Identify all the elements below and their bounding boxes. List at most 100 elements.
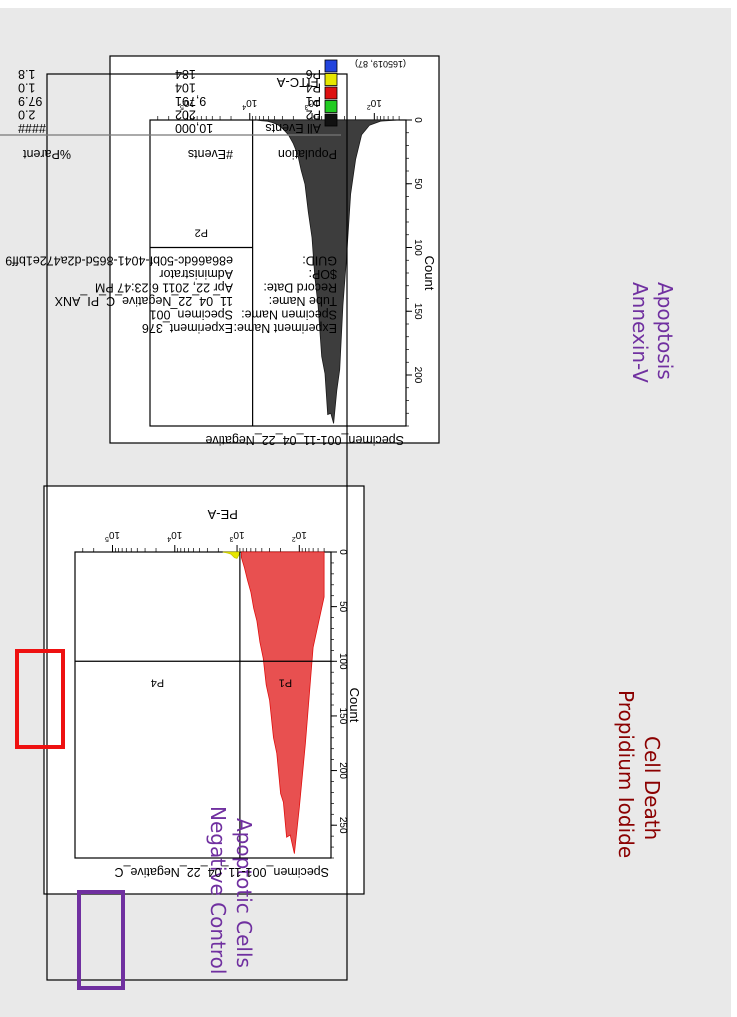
- pe-xtick-group: 104: [167, 529, 182, 542]
- pe-x-axis: 102 103 104 105: [82, 529, 325, 552]
- fitc-x-label: FITC-A: [276, 75, 318, 90]
- exp-info-label-group: $OP:: [309, 267, 338, 281]
- fitc-xtick-group: 102: [367, 97, 382, 110]
- exp-info-value-group: Apr 22, 2011 6:23:47 PM: [95, 281, 233, 295]
- exp-info-value: Administrator: [159, 267, 233, 281]
- exp-info-value-group: Experiment_376: [142, 321, 233, 335]
- fitc-ytick-label: 200: [412, 367, 423, 384]
- population-events-group: 104: [175, 81, 196, 95]
- population-parent: ####: [18, 121, 46, 135]
- annotation-annexin: Annexin-V: [628, 282, 652, 383]
- col-header-events: #Events: [188, 147, 233, 161]
- fitc-x-axis: 102 103 104 105: [157, 97, 400, 120]
- population-name-group: P2: [306, 108, 321, 122]
- population-events: 184: [175, 67, 196, 81]
- exp-info-label: $OP:: [309, 267, 338, 281]
- population-name: P1: [306, 94, 321, 108]
- population-name: P2: [306, 108, 321, 122]
- pe-gate-label-group: P4: [151, 676, 164, 688]
- exp-info-label: Record Date:: [263, 281, 337, 295]
- fitc-xtick-group: 103: [304, 97, 319, 110]
- exp-info-value: Specimen_001: [150, 308, 233, 322]
- population-name-group: P1: [306, 94, 321, 108]
- annotations: Apoptosis Annexin-V Cell Death Propidium…: [206, 282, 677, 974]
- annotation-cell-death: Cell Death: [640, 736, 664, 840]
- annotation-negative-control: Negative Control: [206, 806, 230, 974]
- annotation-apoptosis: Apoptosis: [653, 282, 677, 380]
- fitc-ytick-label: 150: [412, 303, 423, 320]
- population-name: All Events: [265, 121, 321, 135]
- rotated-report-canvas: 0 50 100 150 200 102 103 104 105 P2 Count FITC-…: [0, 8, 731, 1017]
- pe-xtick-label: 105: [105, 529, 120, 542]
- exp-info-value-group: 11_04_22_Negative_C_PI_ANX: [54, 294, 233, 308]
- pe-y-label: Count: [347, 688, 362, 723]
- pe-ytick-label: 150: [337, 708, 348, 725]
- exp-info-value: e86a66dc-50bf-4041-865d-d2a472e1bff9: [5, 254, 233, 268]
- population-events-group: 9,791: [175, 94, 206, 108]
- info-panel-frame: [46, 73, 348, 981]
- population-events: 202: [175, 108, 196, 122]
- highlight-box-purple: [77, 890, 125, 990]
- pe-ytick-label: 200: [337, 762, 348, 779]
- population-parent: 1.0: [18, 81, 35, 95]
- exp-info-label: GUID:: [302, 254, 337, 268]
- population-name: P4: [306, 81, 321, 95]
- population-name-group: P6: [306, 67, 321, 81]
- exp-info-label: Specimen Name:: [241, 308, 337, 322]
- annotation-propidium: Propidium Iodide: [614, 690, 638, 858]
- pe-xtick-group: 103: [229, 529, 244, 542]
- population-parent-group: ####: [18, 121, 46, 135]
- population-color-swatch: [324, 73, 338, 86]
- experiment-info: Experiment Name:Experiment_376 Specimen N…: [5, 254, 337, 336]
- population-events-group: 202: [175, 108, 196, 122]
- fitc-ytick-label: 0: [412, 117, 423, 123]
- highlight-box-red: [15, 649, 65, 749]
- fitc-xtick-label: 102: [367, 97, 382, 110]
- exp-info-value-group: Administrator: [159, 267, 233, 281]
- exp-info-label-group: GUID:: [302, 254, 337, 268]
- fitc-xtick-group: 105: [180, 97, 195, 110]
- fitc-histogram-area: [255, 119, 400, 424]
- population-color-swatch: [324, 113, 338, 127]
- pe-gate-label-group: P1: [279, 676, 292, 688]
- pe-x-label: PE-A: [207, 507, 238, 522]
- exp-info-label: Experiment Name:: [233, 321, 337, 335]
- fitc-xtick-group: 104: [242, 97, 257, 110]
- fitc-coordinate-readout: (165019, 87): [355, 59, 406, 69]
- pe-y-axis: 0 50 100 150 200 250: [331, 549, 348, 859]
- exp-info-label-group: Experiment Name:: [233, 321, 337, 335]
- pe-histogram-p1-area: [240, 551, 325, 854]
- pe-ytick-label: 100: [337, 653, 348, 670]
- population-name-group: P4: [306, 81, 321, 95]
- population-parent-group: 97.9: [18, 94, 42, 108]
- population-events: 9,791: [175, 94, 206, 108]
- col-header-population-group: Population: [278, 147, 337, 161]
- fitc-gates: P2: [150, 120, 254, 426]
- fitc-y-label: Count: [422, 256, 437, 291]
- exp-info-value-group: e86a66dc-50bf-4041-865d-d2a472e1bff9: [5, 254, 233, 268]
- pe-xtick-label: 104: [167, 529, 182, 542]
- pe-xtick-group: 102: [292, 529, 307, 542]
- exp-info-label-group: Tube Name:: [269, 294, 337, 308]
- fitc-title-text: Specimen_001-11_04_22_Negative: [205, 433, 404, 447]
- fitc-xtick-label: 104: [242, 97, 257, 110]
- pe-gate-label: P4: [151, 676, 164, 688]
- population-events-group: 10,000: [175, 121, 213, 135]
- pe-histogram-p4-area: [222, 551, 241, 559]
- population-color-swatch: [324, 100, 338, 113]
- exp-info-value: 11_04_22_Negative_C_PI_ANX: [54, 294, 233, 308]
- col-header-events-group: #Events: [188, 147, 233, 161]
- pe-xtick-group: 105: [105, 529, 120, 542]
- pe-gates: P1 P4: [75, 552, 331, 858]
- fitc-ytick-label: 50: [412, 178, 423, 190]
- pe-title-text: Specimen_001-11_04_22_Negative_C: [114, 865, 329, 879]
- exp-info-label-group: Specimen Name:: [241, 308, 337, 322]
- pe-ytick-label: 50: [337, 601, 348, 613]
- exp-info-value: Apr 22, 2011 6:23:47 PM: [95, 281, 233, 295]
- pe-gate-label: P1: [279, 676, 292, 688]
- pe-xtick-label: 103: [229, 529, 244, 542]
- pe-ytick-label: 0: [337, 549, 348, 555]
- population-parent: 2.0: [18, 108, 35, 122]
- population-color-swatch: [324, 86, 338, 100]
